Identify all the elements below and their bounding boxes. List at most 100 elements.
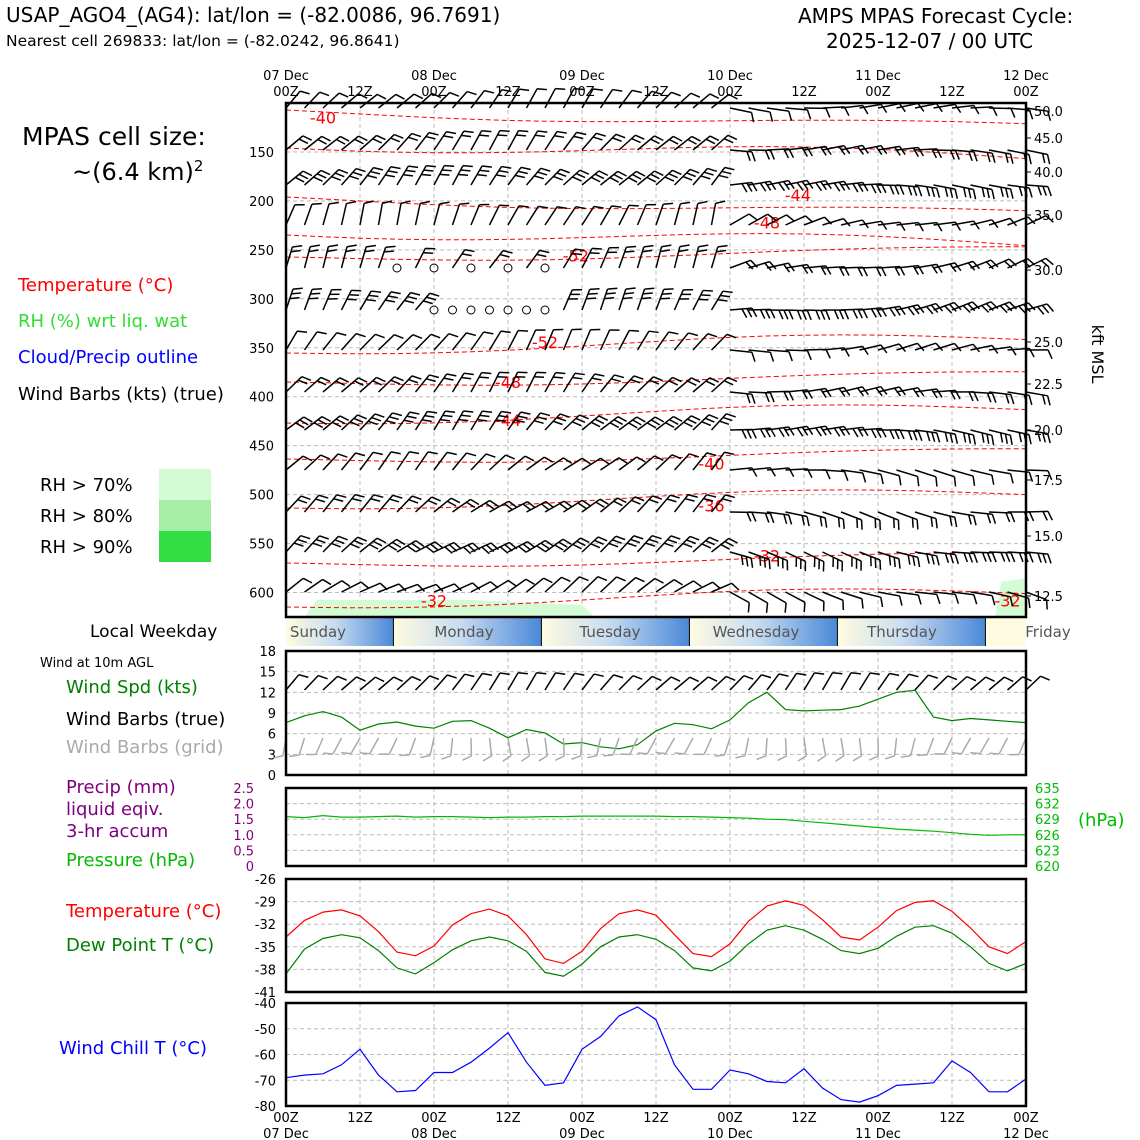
- barb-feather: [387, 170, 398, 174]
- upper-wind-barb: [636, 376, 663, 393]
- upper-wind-barb: [748, 391, 775, 403]
- barb-staff: [579, 737, 583, 757]
- barb-feather: [949, 553, 955, 564]
- barb-feather: [317, 138, 327, 145]
- calm-circle: [503, 263, 513, 273]
- upper-wind-barb: [433, 583, 463, 593]
- upper-wind-barb: [304, 376, 331, 393]
- barb-feather: [991, 393, 997, 403]
- barb-feather: [425, 545, 435, 554]
- barb-feather: [1005, 552, 1011, 563]
- barb-feather: [300, 534, 311, 540]
- barb-feather: [598, 170, 609, 177]
- barb-feather: [427, 451, 438, 455]
- barb-feather: [833, 182, 841, 192]
- barb-staff: [951, 149, 974, 153]
- barb-feather: [763, 557, 767, 568]
- barb-feather: [912, 147, 920, 157]
- barb-feather: [963, 552, 969, 563]
- barb-staff: [970, 106, 993, 109]
- barb-feather: [572, 252, 583, 256]
- barb-feather: [331, 288, 342, 291]
- barb-feather: [698, 298, 709, 301]
- upper-wind-barb: [414, 451, 438, 471]
- barb-feather: [934, 753, 945, 755]
- barb-feather: [559, 413, 570, 418]
- barb-staff: [961, 737, 972, 755]
- upper-wind-barb: [600, 457, 628, 471]
- barb-feather: [843, 145, 851, 155]
- barb-staff: [765, 737, 768, 757]
- surface-wind-barb-grid: [884, 737, 898, 760]
- barb-feather: [423, 300, 433, 305]
- barb-feather: [1018, 186, 1023, 197]
- kft-tick-label: 30.0: [1034, 264, 1063, 279]
- barb-staff: [488, 204, 500, 226]
- barb-feather: [635, 134, 645, 140]
- barb-staff: [599, 288, 609, 311]
- barb-feather: [441, 169, 452, 172]
- barb-staff: [785, 389, 808, 393]
- bottom-hour-label: 00Z: [273, 1111, 299, 1126]
- weekday-label: Thursday: [866, 623, 937, 641]
- barb-feather: [907, 430, 913, 441]
- barb-feather: [624, 250, 635, 253]
- barb-staff: [340, 414, 359, 431]
- upper-wind-barb: [636, 534, 662, 553]
- upper-wind-barb: [285, 90, 310, 109]
- upper-wind-barb: [470, 453, 496, 471]
- barb-feather: [617, 170, 627, 177]
- barb-feather: [986, 188, 990, 199]
- barb-staff: [785, 146, 808, 151]
- barb-feather: [1041, 304, 1050, 314]
- barb-feather: [899, 145, 906, 156]
- barb-feather: [320, 376, 331, 383]
- barb-staff: [895, 673, 910, 691]
- barb-staff: [840, 591, 863, 600]
- barb-feather: [687, 418, 697, 424]
- barb-staff: [414, 165, 427, 186]
- barb-staff: [377, 291, 392, 311]
- barb-staff: [451, 91, 468, 109]
- upper-wind-barb: [859, 344, 888, 354]
- barb-feather: [337, 675, 347, 681]
- upper-wind-barb: [785, 349, 812, 361]
- barb-feather: [719, 420, 730, 425]
- barb-staff: [637, 455, 655, 471]
- upper-wind-barb: [377, 451, 401, 471]
- barb-staff: [303, 675, 319, 691]
- barb-staff: [581, 536, 599, 553]
- barb-staff: [396, 540, 417, 553]
- barb-feather: [897, 520, 900, 530]
- upper-wind-barb: [618, 89, 642, 109]
- upper-wind-barb: [655, 454, 682, 471]
- upper-wind-barb: [988, 184, 1014, 199]
- upper-wind-barb: [359, 537, 387, 553]
- surface-wind-barb-true: [433, 674, 457, 691]
- barb-feather: [629, 329, 640, 332]
- barb-feather: [608, 542, 619, 548]
- upper-wind-barb: [710, 200, 726, 226]
- barb-feather: [598, 415, 609, 422]
- pressure-tick-label: 200: [249, 195, 274, 210]
- barb-feather: [312, 287, 322, 291]
- barb-feather: [442, 414, 453, 418]
- barb-feather: [1028, 187, 1033, 198]
- barb-feather: [461, 253, 472, 257]
- upper-wind-barb: [618, 496, 645, 513]
- barb-staff: [322, 535, 339, 553]
- barb-feather: [949, 432, 954, 443]
- barb-feather: [973, 553, 979, 563]
- barb-staff: [599, 329, 611, 351]
- upper-wind-barb: [951, 260, 981, 271]
- barb-feather: [875, 307, 882, 318]
- barb-staff: [655, 376, 674, 393]
- barb-feather: [911, 517, 914, 528]
- barb-feather: [916, 519, 919, 530]
- barb-staff: [822, 469, 845, 473]
- barb-feather: [1047, 349, 1053, 360]
- barb-feather: [341, 580, 351, 588]
- barb-staff: [710, 290, 724, 311]
- barb-feather: [851, 671, 861, 675]
- barb-feather: [587, 754, 597, 759]
